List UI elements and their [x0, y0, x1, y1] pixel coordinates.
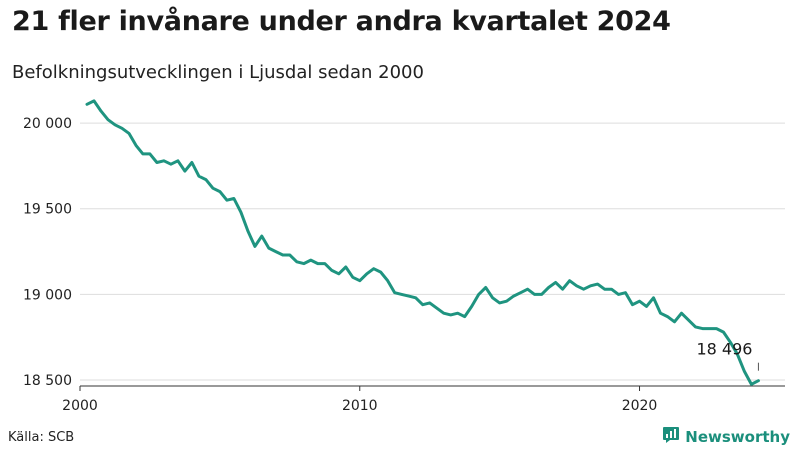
- x-tick-label: 2000: [62, 398, 98, 414]
- y-tick-label: 18 500: [23, 373, 72, 389]
- y-tick-label: 20 000: [23, 116, 72, 132]
- brand-logo[interactable]: Newsworthy: [662, 426, 790, 448]
- line-chart: 18 500 19 000 19 500 20 000 2000 2010 2020 18…: [23, 99, 785, 414]
- chart-title: 21 fler invånare under andra kvartalet 2…: [12, 6, 671, 37]
- x-axis-ticks: 2000 2010 2020: [62, 386, 657, 414]
- chart-subtitle: Befolkningsutvecklingen i Ljusdal sedan …: [12, 62, 424, 83]
- brand-name: Newsworthy: [685, 428, 790, 446]
- y-tick-label: 19 000: [23, 287, 72, 303]
- annotation-label: 18 496: [696, 340, 752, 359]
- y-tick-label: 19 500: [23, 202, 72, 218]
- x-tick-label: 2010: [342, 398, 378, 414]
- series-layer: [85, 99, 760, 386]
- y-axis-ticks: 18 500 19 000 19 500 20 000: [23, 116, 72, 389]
- bar-chart-logo-icon: [662, 426, 680, 448]
- grid-lines: [80, 122, 785, 381]
- series-line: [85, 99, 760, 386]
- x-tick-label: 2020: [622, 398, 658, 414]
- annotation-layer: 18 496: [696, 340, 759, 371]
- source-note: Källa: SCB: [8, 430, 75, 445]
